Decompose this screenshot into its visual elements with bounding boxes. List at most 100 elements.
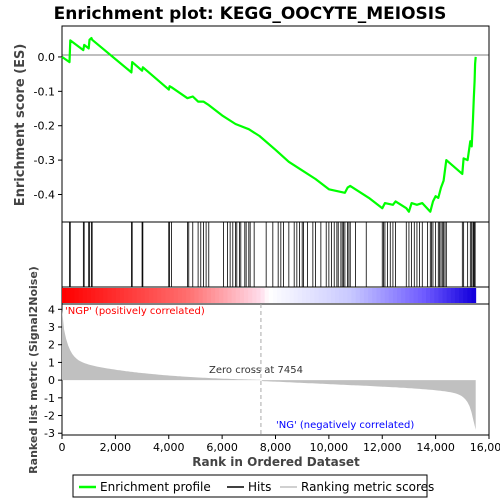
colorbar-segment [339,288,344,303]
colorbar-segment [297,288,303,303]
colorbar-segment [306,288,311,303]
metric-tick-label: 3 [48,321,55,334]
colorbar-segment [124,288,129,303]
colorbar-segment [215,288,220,303]
metric-tick-label: 1 [48,356,55,369]
negative-correlation-label: 'NG' (negatively correlated) [276,420,414,431]
colorbar-segment [293,288,299,303]
es-tick-label: -0.2 [34,120,55,133]
colorbar-segment [384,288,390,303]
colorbar-segment [99,288,104,303]
colorbar-segment [264,288,270,303]
colorbar-segment [343,288,348,303]
hits-panel-frame [61,221,490,288]
colorbar-segment [301,288,307,303]
colorbar-segment [347,288,353,303]
metric-panel-frame [61,303,490,436]
colorbar-segment [326,288,332,303]
colorbar-segment [376,288,382,303]
x-tick-label: 2,000 [100,441,132,454]
colorbar-segment [405,288,410,303]
colorbar-segment [454,288,460,303]
metric-tick-label: 2 [48,339,55,352]
colorbar-segment [289,288,295,303]
metric-axis-ticks [58,308,62,434]
colorbar-segment [153,288,158,303]
ranking-colorbar [62,288,477,303]
colorbar-segment [446,288,452,303]
colorbar-segment [272,288,278,303]
colorbar-segment [335,288,340,303]
colorbar-segment [392,288,398,303]
colorbar-segment [363,288,369,303]
colorbar-segment [421,288,427,303]
colorbar-segment [90,288,96,303]
colorbar-segment [434,288,439,303]
colorbar-segment [330,288,336,303]
colorbar-segment [235,288,241,303]
colorbar-segment [157,288,162,303]
colorbar-segment [471,288,477,303]
legend-hits-label: Hits [248,480,271,494]
enrichment-profile-line [61,36,477,213]
colorbar-segment [198,288,204,303]
colorbar-segment [202,288,208,303]
colorbar-segment [380,288,386,303]
colorbar-segment [463,288,468,303]
colorbar-segment [111,288,117,303]
colorbar-segment [161,288,166,303]
colorbar-segment [82,288,88,303]
x-tick-label: 12,000 [363,441,402,454]
colorbar-segment [144,288,150,303]
colorbar-segment [194,288,200,303]
x-tick-label: 10,000 [310,441,349,454]
colorbar-segment [223,288,228,303]
colorbar-segment [190,288,195,303]
es-tick-label: -0.1 [34,85,55,98]
legend-metric-label: Ranking metric scores [301,480,434,494]
colorbar-segment [140,288,146,303]
metric-tick-label: -3 [44,427,55,440]
colorbar-segment [314,288,319,303]
colorbar-segment [467,288,473,303]
colorbar-segment [206,288,212,303]
metric-axis-tick-labels: 4 3 2 1 0 -1 -2 -3 [44,303,55,440]
metric-axis-title: Ranked list metric (Signal2Noise) [27,266,40,474]
es-tick-label: -0.3 [34,154,55,167]
legend: Enrichment profile Hits Ranking metric s… [72,474,434,498]
colorbar-segment [239,288,245,303]
colorbar-segment [227,288,233,303]
x-tick-label: 16,000 [470,441,500,454]
colorbar-segment [103,288,109,303]
colorbar-segment [62,288,67,303]
colorbar-segment [322,288,328,303]
colorbar-segment [115,288,121,303]
colorbar-segment [442,288,448,303]
colorbar-segment [430,288,435,303]
colorbar-segment [78,288,84,303]
colorbar-segment [450,288,456,303]
colorbar-segment [359,288,365,303]
positive-correlation-label: 'NGP' (positively correlated) [65,306,205,317]
colorbar-segment [66,288,71,303]
colorbar-segment [417,288,423,303]
colorbar-segment [277,288,282,303]
legend-frame [72,474,428,498]
colorbar-segment [260,288,266,303]
zero-cross-label: Zero cross at 7454 [209,365,303,376]
colorbar-segment [173,288,179,303]
chart-title: Enrichment plot: KEGG_OOCYTE_MEIOSIS [54,4,447,24]
metric-tick-label: 0 [48,374,55,387]
colorbar-segment [186,288,191,303]
colorbar-segment [368,288,373,303]
colorbar-segment [231,288,237,303]
colorbar-segment [351,288,357,303]
colorbar-segment [95,288,100,303]
metric-tick-label: -2 [44,410,55,423]
colorbar-segment [372,288,377,303]
metric-tick-label: -1 [44,392,55,405]
x-axis-ticks [61,435,490,439]
colorbar-segment [177,288,183,303]
colorbar-segment [388,288,394,303]
x-tick-label: 14,000 [416,441,455,454]
